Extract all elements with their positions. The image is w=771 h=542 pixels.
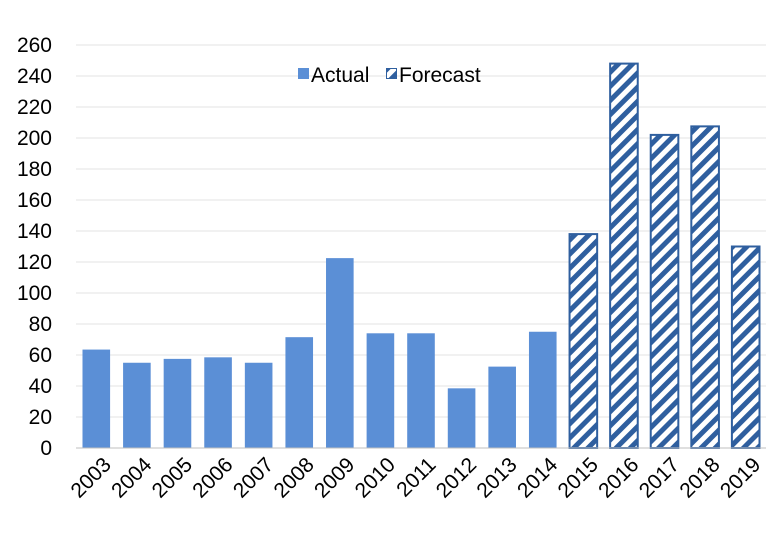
legend-swatch-forecast bbox=[386, 68, 397, 79]
y-tick-label: 40 bbox=[29, 375, 52, 398]
bar-forecast-2019 bbox=[730, 245, 761, 449]
bar-actual-2005 bbox=[163, 358, 192, 448]
x-tick-label: 2005 bbox=[148, 453, 197, 502]
x-tick-label: 2017 bbox=[635, 453, 684, 502]
x-tick-label: 2010 bbox=[351, 453, 400, 502]
x-tick-label: 2012 bbox=[432, 453, 481, 502]
y-tick-label: 20 bbox=[29, 406, 52, 429]
y-tick-label: 200 bbox=[17, 127, 52, 150]
x-tick-label: 2008 bbox=[269, 453, 318, 502]
bar-forecast-2017 bbox=[649, 133, 680, 449]
y-tick-label: 80 bbox=[29, 313, 52, 336]
y-tick-label: 260 bbox=[17, 34, 52, 57]
legend-swatch-actual bbox=[298, 68, 309, 79]
bar-actual-2011 bbox=[407, 333, 435, 448]
legend-label-forecast: Forecast bbox=[399, 64, 481, 87]
bar-actual-2007 bbox=[244, 362, 273, 448]
legend-label-actual: Actual bbox=[311, 64, 369, 87]
x-tick-label: 2006 bbox=[188, 453, 237, 502]
x-tick-label: 2013 bbox=[472, 453, 521, 502]
bar-actual-2014 bbox=[528, 331, 557, 448]
y-tick-label: 160 bbox=[17, 189, 52, 212]
y-tick-label: 60 bbox=[29, 344, 52, 367]
bar-actual-2012 bbox=[447, 388, 476, 448]
y-tick-label: 220 bbox=[17, 96, 52, 119]
x-tick-label: 2003 bbox=[67, 453, 116, 502]
bar-actual-2010 bbox=[366, 333, 395, 448]
x-tick-label: 2018 bbox=[675, 453, 724, 502]
x-tick-label: 2011 bbox=[392, 453, 440, 501]
x-tick-label: 2009 bbox=[310, 453, 359, 502]
bar-actual-2009 bbox=[326, 258, 354, 448]
bar-forecast-2018 bbox=[690, 125, 720, 449]
bar-actual-2004 bbox=[123, 362, 151, 448]
y-axis-ticks: 0 20 40 60 80 100 120 140 160 180 200 220 240 260 bbox=[17, 34, 52, 460]
x-tick-label: 2019 bbox=[716, 453, 765, 502]
x-tick-label: 2004 bbox=[107, 453, 157, 503]
y-tick-label: 240 bbox=[17, 65, 52, 88]
y-tick-label: 120 bbox=[17, 251, 52, 274]
y-tick-label: 100 bbox=[17, 282, 52, 305]
y-tick-label: 140 bbox=[17, 220, 52, 243]
y-tick-label: 180 bbox=[17, 158, 52, 181]
x-tick-label: 2014 bbox=[513, 453, 563, 503]
x-tick-label: 2007 bbox=[229, 453, 278, 502]
y-tick-label: 0 bbox=[40, 437, 52, 460]
x-tick-label: 2016 bbox=[594, 453, 643, 502]
bar-actual-2008 bbox=[285, 337, 314, 448]
bar-forecast-2015 bbox=[568, 233, 599, 449]
x-axis-ticks: 2003200420052006200720082009201020112012… bbox=[67, 453, 766, 503]
bar-forecast-2016 bbox=[609, 62, 639, 449]
bar-actual-2006 bbox=[204, 357, 232, 448]
bar-actual-2013 bbox=[488, 366, 516, 448]
bar-actual-2003 bbox=[82, 349, 111, 448]
legend: Actual Forecast bbox=[298, 64, 481, 87]
bars bbox=[82, 62, 761, 449]
x-tick-label: 2015 bbox=[554, 453, 603, 502]
